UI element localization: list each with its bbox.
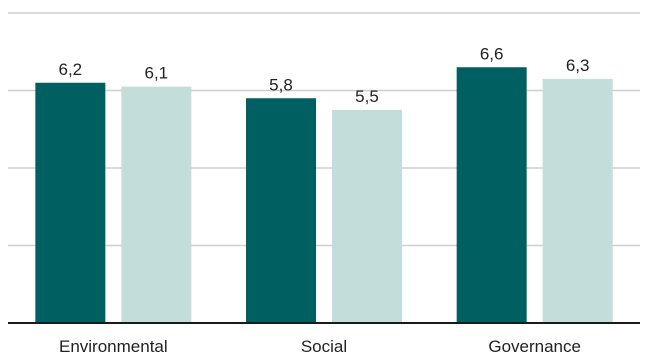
data-labels: 6,2 6,1 5,8 5,5 6,6 6,3	[59, 44, 590, 106]
data-label-environmental-s1: 6,2	[59, 60, 83, 79]
data-label-governance-s1: 6,6	[480, 44, 504, 63]
bar-social-s1	[246, 98, 316, 323]
bars	[35, 67, 613, 323]
data-label-social-s2: 5,5	[355, 87, 379, 106]
category-label-social: Social	[301, 337, 347, 356]
bar-environmental-s2	[121, 86, 192, 323]
data-label-social-s1: 5,8	[269, 75, 293, 94]
data-label-environmental-s2: 6,1	[145, 64, 169, 83]
bar-environmental-s1	[35, 82, 106, 323]
category-label-governance: Governance	[488, 337, 581, 356]
data-label-governance-s2: 6,3	[566, 56, 590, 75]
bar-social-s2	[332, 109, 402, 323]
grid-lines	[8, 12, 640, 247]
category-labels: Environmental Social Governance	[59, 337, 581, 356]
bar-governance-s2	[542, 78, 613, 323]
bar-governance-s1	[456, 67, 527, 323]
category-label-environmental: Environmental	[59, 337, 168, 356]
